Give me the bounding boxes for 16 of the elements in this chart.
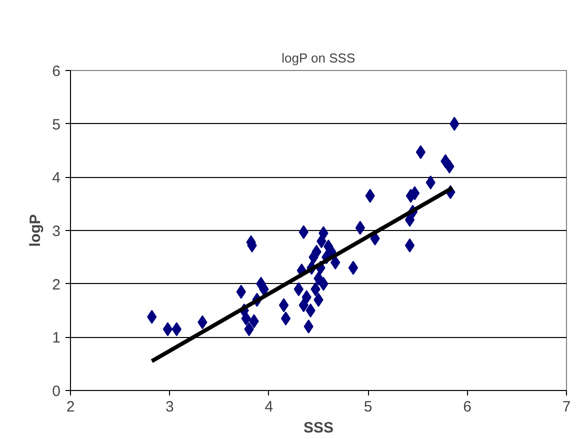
y-axis-title: logP [27,214,44,247]
y-tick-label: 1 [52,330,60,347]
y-tick-label: 4 [52,170,60,187]
x-tick-label: 4 [264,398,274,416]
x-tick-label: 2 [66,398,75,416]
y-tick-label: 5 [52,116,60,134]
x-tick-label: 6 [463,398,472,416]
x-axis-title: SSS [303,420,334,436]
x-tick-label: 7 [562,398,571,416]
y-tick-label: 6 [52,63,60,80]
x-tick-label: 5 [364,398,372,416]
x-tick-label: 3 [166,398,174,416]
y-tick-label: 2 [52,276,60,294]
y-tick-label: 0 [52,383,60,400]
y-tick-label: 3 [52,223,60,240]
chart-title: logP on SSS [282,50,356,66]
